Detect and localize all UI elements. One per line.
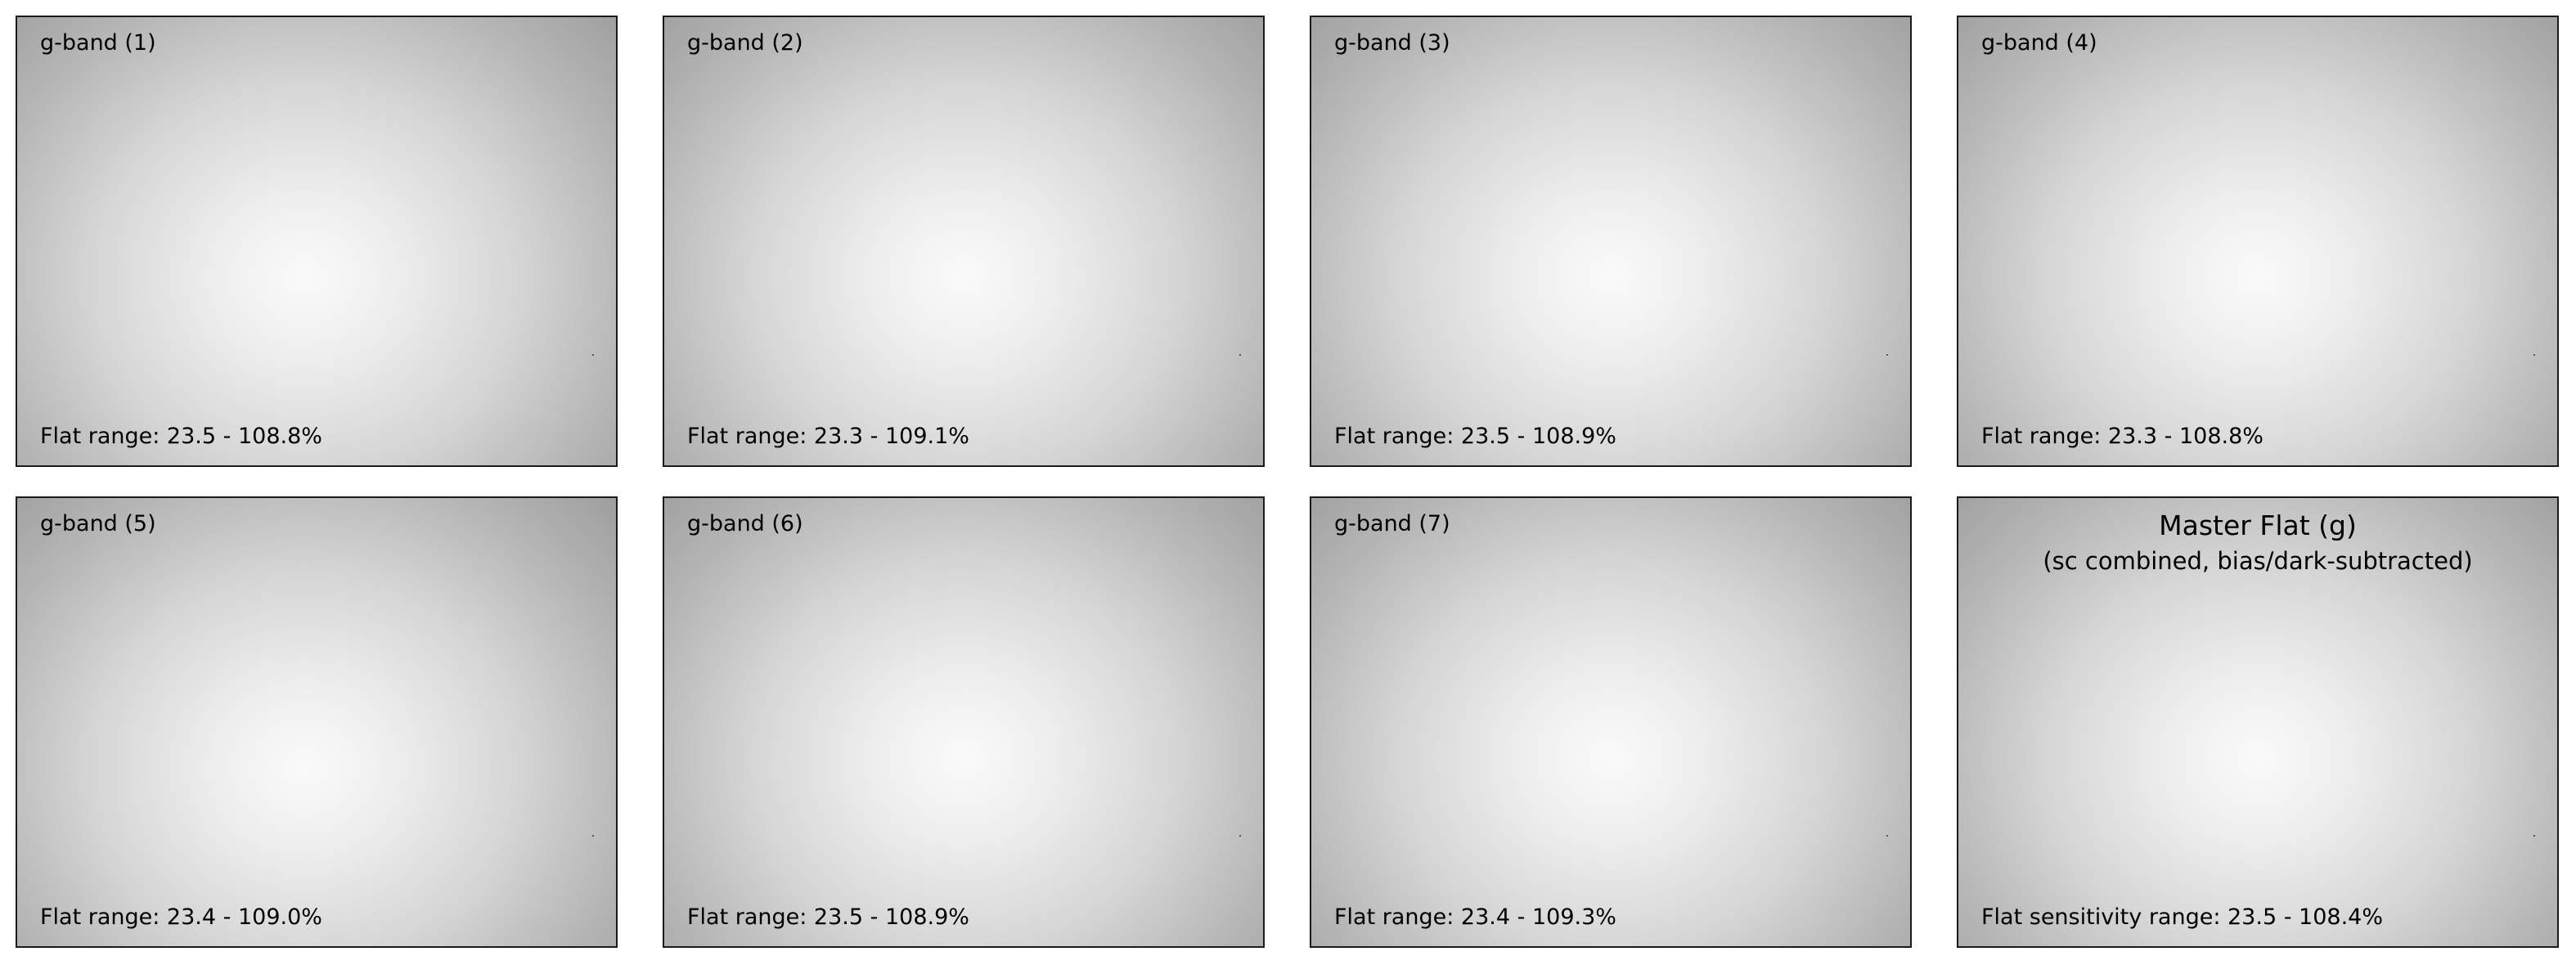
flat-panel-g7: g-band (7) Flat range: 23.4 - 109.3% (1310, 496, 1912, 948)
panel-title: g-band (4) (1981, 30, 2097, 56)
panel-title: g-band (3) (1334, 30, 1450, 56)
master-flat-subtitle: (sc combined, bias/dark-subtracted) (2043, 547, 2473, 575)
panel-range: Flat range: 23.5 - 108.9% (687, 904, 969, 930)
panel-range: Flat range: 23.4 - 109.0% (40, 904, 322, 930)
sensor-speck (1886, 354, 1888, 356)
flat-panel-g2: g-band (2) Flat range: 23.3 - 109.1% (663, 16, 1265, 467)
panel-title: g-band (5) (40, 511, 156, 536)
sensor-speck (1239, 354, 1241, 356)
panel-range: Flat range: 23.5 - 108.8% (40, 424, 322, 449)
flat-panel-g4: g-band (4) Flat range: 23.3 - 108.8% (1957, 16, 2559, 467)
panel-title: g-band (1) (40, 30, 156, 56)
panel-title: g-band (7) (1334, 511, 1450, 536)
sensor-speck (592, 354, 594, 356)
flat-panel-g6: g-band (6) Flat range: 23.5 - 108.9% (663, 496, 1265, 948)
panel-title: g-band (6) (687, 511, 803, 536)
panel-range: Flat range: 23.4 - 109.3% (1334, 904, 1616, 930)
master-flat-title: Master Flat (g) (2159, 509, 2357, 541)
flat-panel-g5: g-band (5) Flat range: 23.4 - 109.0% (16, 496, 618, 948)
sensor-speck (2533, 835, 2535, 837)
panel-title: g-band (2) (687, 30, 803, 56)
flat-panel-g1: g-band (1) Flat range: 23.5 - 108.8% (16, 16, 618, 467)
master-flat-range: Flat sensitivity range: 23.5 - 108.4% (1981, 904, 2383, 930)
sensor-speck (1239, 835, 1241, 837)
sensor-speck (1886, 835, 1888, 837)
master-flat-panel: Master Flat (g) (sc combined, bias/dark-… (1957, 496, 2559, 948)
sensor-speck (2533, 354, 2535, 356)
panel-range: Flat range: 23.3 - 109.1% (687, 424, 969, 449)
panel-range: Flat range: 23.3 - 108.8% (1981, 424, 2264, 449)
sensor-speck (592, 835, 594, 837)
panel-range: Flat range: 23.5 - 108.9% (1334, 424, 1616, 449)
flat-panel-g3: g-band (3) Flat range: 23.5 - 108.9% (1310, 16, 1912, 467)
